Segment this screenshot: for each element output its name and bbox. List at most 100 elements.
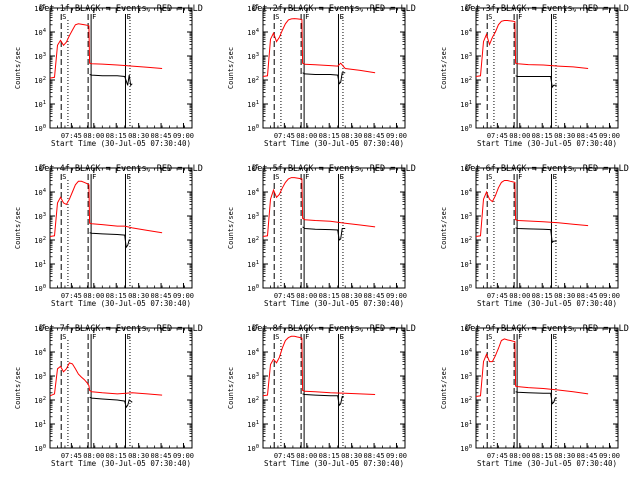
panel-7-xtick-label: 09:00 [173,452,194,460]
panel-6-xtick-label: 08:15 [532,292,553,300]
panel-8-ylabel: Counts/sec [227,367,235,409]
panel-7-ytick-label: 105 [34,324,46,333]
panel-4-xtick-label: 08:15 [106,292,127,300]
panel-1-ytick-label: 100 [34,124,46,133]
panel-3-marker-label: F [518,13,522,21]
panel-8-ytick-label: 102 [247,396,259,405]
panel-5-xtick-label: 08:00 [296,292,317,300]
panel-6-plot-frame [475,167,619,289]
panel-9-ytick-label: 102 [460,396,472,405]
panel-4-ytick-label: 100 [34,284,46,293]
panel-5-series-line-2 [302,226,346,241]
panel-2-xtick-label: 08:45 [364,132,385,140]
panel-1-ylabel: Counts/sec [14,47,22,89]
panel-4-series-line-2 [89,232,131,249]
panel-6-ytick-label: 100 [460,284,472,293]
panel-6-xtick-label: 08:30 [554,292,575,300]
panel-1-title: Det 1f BLACK = Events, RED = LLD [39,4,203,14]
panel-9-marker-label: F [518,333,522,341]
panel-4-ytick-label: 105 [34,164,46,173]
panel-2-ytick-label: 102 [247,76,259,85]
panel-6-ylabel: Counts/sec [440,207,448,249]
panel-2-xtick-label: 08:15 [319,132,340,140]
panel-3-xtick-label: 07:45 [487,132,508,140]
panel-1-xtick-label: 08:15 [106,132,127,140]
panel-6-marker-label: S [488,173,492,181]
panel-4-series-line-1 [49,180,163,237]
panel-9-xtick-label: 08:15 [532,452,553,460]
panel-8-xlabel: Start Time (30-Jul-05 07:30:40) [264,459,404,468]
panel-7-xtick-label: 08:30 [128,452,149,460]
panel-5-series-line-1 [262,177,376,237]
panel-8-ytick-label: 100 [247,444,259,453]
panel-2-xtick-label: 09:00 [386,132,407,140]
panel-7-title: Det 7f BLACK = Events, RED = LLD [39,324,203,334]
panel-1-ytick-label: 103 [34,52,46,61]
panel-4-xtick-label: 08:45 [151,292,172,300]
panel-3-xlabel: Start Time (30-Jul-05 07:30:40) [477,139,617,148]
panel-4-xtick-label: 08:00 [83,292,104,300]
panel-9-xtick-label: 08:45 [577,452,598,460]
panel-8-xtick-label: 07:45 [274,452,295,460]
panel-3-ytick-label: 104 [460,28,472,37]
panel-1-marker-label: E [126,13,130,21]
panel-5-ytick-label: 104 [247,188,259,197]
panel-4-ylabel: Counts/sec [14,207,22,249]
panel-3-marker-label: S [488,13,492,21]
panel-9-xlabel: Start Time (30-Jul-05 07:30:40) [477,459,617,468]
panel-1-ytick-label: 101 [34,100,46,109]
panel-2-marker-label: E [339,13,343,21]
panel-7-marker-label: F [92,333,96,341]
panel-2-xtick-label: 08:30 [341,132,362,140]
panel-2-xtick-label: 08:00 [296,132,317,140]
panel-2-ytick-label: 101 [247,100,259,109]
panel-8-ytick-label: 104 [247,348,259,357]
panel-1-xlabel: Start Time (30-Jul-05 07:30:40) [51,139,191,148]
panel-2-ytick-label: 105 [247,4,259,13]
panel-1-series-line-1 [49,23,163,79]
panel-5-marker-label: F [305,173,309,181]
panel-3-series-line-1 [475,20,589,77]
panel-1-ytick-label: 105 [34,4,46,13]
panel-8-marker-label: E [339,333,343,341]
panel-4-xtick-label: 07:45 [61,292,82,300]
panel-6-xtick-label: 08:00 [509,292,530,300]
panel-5-ytick-label: 101 [247,260,259,269]
panel-5-xtick-label: 08:30 [341,292,362,300]
panel-4-marker-label: S [62,173,66,181]
panel-4-title: Det 4f BLACK = Events, RED = LLD [39,164,203,174]
panel-8-xtick-label: 08:15 [319,452,340,460]
panel-5-ytick-label: 102 [247,236,259,245]
panel-1-xtick-label: 08:45 [151,132,172,140]
panel-4-ytick-label: 104 [34,188,46,197]
panel-4-plot-frame [49,167,193,289]
panel-1-xtick-label: 09:00 [173,132,194,140]
panel-9-series-line-2 [515,391,557,405]
panel-1-xtick-label: 07:45 [61,132,82,140]
panel-6-marker-label: E [552,173,556,181]
panel-9-title: Det 9f BLACK = Events, RED = LLD [465,324,629,334]
panel-1-ytick-label: 104 [34,28,46,37]
panel-7-xtick-label: 08:45 [151,452,172,460]
panel-9-ytick-label: 101 [460,420,472,429]
panel-6-xtick-label: 08:45 [577,292,598,300]
panel-8-ytick-label: 101 [247,420,259,429]
panel-1-marker-label: S [62,13,66,21]
panel-2-marker-label: S [275,13,279,21]
panel-9-ytick-label: 105 [460,324,472,333]
panel-2-title: Det 2f BLACK = Events, RED = LLD [252,4,416,14]
panel-2-series-line-1 [262,18,376,77]
panel-6-ytick-label: 103 [460,212,472,221]
panel-8-series-line-1 [262,335,376,397]
panel-3-ytick-label: 103 [460,52,472,61]
panel-4-ytick-label: 102 [34,236,46,245]
panel-2-xtick-label: 07:45 [274,132,295,140]
panel-4-xtick-label: 09:00 [173,292,194,300]
panel-3-xtick-label: 08:30 [554,132,575,140]
panel-3-xtick-label: 08:00 [509,132,530,140]
panel-5-xlabel: Start Time (30-Jul-05 07:30:40) [264,299,404,308]
panel-7-ylabel: Counts/sec [14,367,22,409]
panel-5-ytick-label: 103 [247,212,259,221]
panel-6-series-line-1 [475,180,589,237]
